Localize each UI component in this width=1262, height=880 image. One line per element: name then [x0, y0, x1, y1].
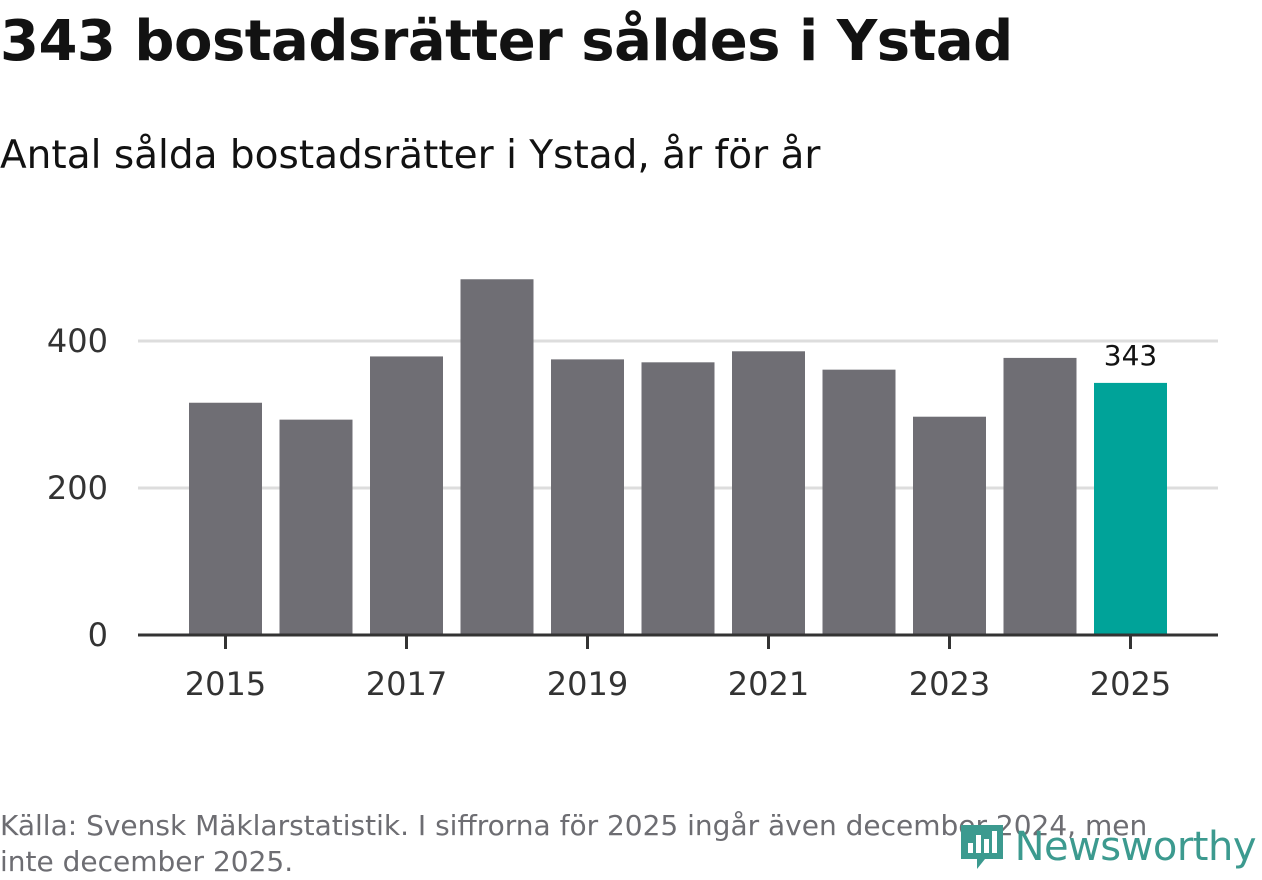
y-tick-label: 200: [47, 469, 108, 507]
bar-2022: [822, 369, 896, 635]
bar-2018: [460, 279, 534, 635]
newsworthy-logo-icon: [960, 825, 1003, 869]
newsworthy-logo: Newsworthy: [957, 821, 1257, 873]
bar-2021: [732, 351, 805, 635]
bar-2017: [370, 356, 443, 635]
data-label-2025: 343: [1104, 339, 1157, 372]
bar-2023: [913, 416, 986, 635]
bar-chart: 0 200 400 2015 2017 2019 2021 2023 2025 343: [47, 279, 1218, 703]
bars: [189, 279, 1167, 635]
bar-2015: [189, 402, 262, 635]
source-note: Källa: Svensk Mäklarstatistik. I siffror…: [0, 809, 1148, 878]
x-tick-label: 2025: [1090, 665, 1171, 703]
x-tick-label: 2015: [185, 665, 266, 703]
bar-2025: [1094, 382, 1167, 635]
y-tick-label: 400: [47, 322, 108, 360]
bar-2019: [551, 359, 624, 635]
bar-2016: [279, 419, 353, 635]
chart-title: 343 bostadsrätter såldes i Ystad: [0, 9, 1013, 74]
labels: 0 200 400 2015 2017 2019 2021 2023 2025 343: [47, 322, 1171, 703]
x-tick-label: 2019: [547, 665, 628, 703]
axes: [138, 633, 1218, 649]
chart-subtitle: Antal sålda bostadsrätter i Ystad, år fö…: [0, 133, 821, 178]
newsworthy-logo-text: Newsworthy: [1014, 824, 1257, 870]
x-tick-label: 2021: [728, 665, 809, 703]
x-tick-label: 2023: [909, 665, 990, 703]
x-tick-label: 2017: [366, 665, 447, 703]
bar-2020: [641, 362, 715, 635]
y-tick-label: 0: [88, 616, 108, 654]
bar-2024: [1003, 357, 1077, 635]
